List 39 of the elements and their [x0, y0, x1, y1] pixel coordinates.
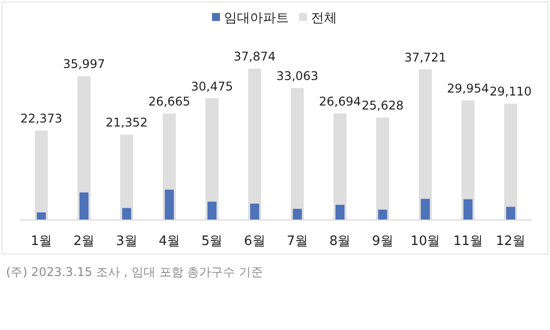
- x-tick-label: 1월: [30, 234, 52, 249]
- bar: [336, 204, 344, 220]
- x-tick-label: 11월: [453, 234, 483, 249]
- data-label: 22,373: [20, 112, 62, 126]
- data-label: 21,352: [106, 116, 148, 130]
- bar: [420, 198, 430, 220]
- data-label: 25,628: [362, 98, 404, 113]
- x-tick-label: 8월: [329, 234, 351, 249]
- data-label: 33,063: [276, 68, 318, 83]
- x-tick-label: 12월: [496, 234, 526, 249]
- legend-label: 전체: [311, 11, 337, 26]
- x-tick-label: 6월: [244, 234, 266, 249]
- bar: [378, 210, 388, 220]
- x-tick-label: 9월: [372, 234, 394, 249]
- bar: [164, 190, 174, 220]
- bar: [250, 204, 260, 220]
- x-tick-label: 5월: [201, 234, 223, 249]
- bar: [36, 212, 46, 220]
- bar: [464, 199, 472, 220]
- data-label: 35,997: [63, 57, 105, 72]
- bar: [80, 192, 88, 220]
- data-label: 37,721: [404, 50, 446, 64]
- data-label: 29,110: [490, 84, 532, 99]
- bar: [208, 202, 216, 220]
- bar: [122, 208, 132, 220]
- data-label: 26,665: [148, 94, 190, 109]
- legend-label: 임대아파트: [224, 11, 289, 26]
- bar: [506, 206, 516, 220]
- x-tick-label: 2월: [73, 234, 95, 249]
- text: (주) 2023.3.15 조사 , 임대 포함 총가구수 기준: [6, 265, 263, 279]
- x-tick-label: 10월: [410, 234, 440, 249]
- data-label: 30,475: [191, 79, 233, 94]
- x-tick-label: 7월: [286, 234, 308, 249]
- data-label: 37,874: [234, 50, 276, 64]
- x-tick-label: 4월: [158, 234, 180, 249]
- x-tick-label: 3월: [116, 234, 138, 249]
- data-label: 29,954: [447, 81, 489, 96]
- bar: [292, 208, 302, 220]
- data-label: 26,694: [319, 94, 361, 108]
